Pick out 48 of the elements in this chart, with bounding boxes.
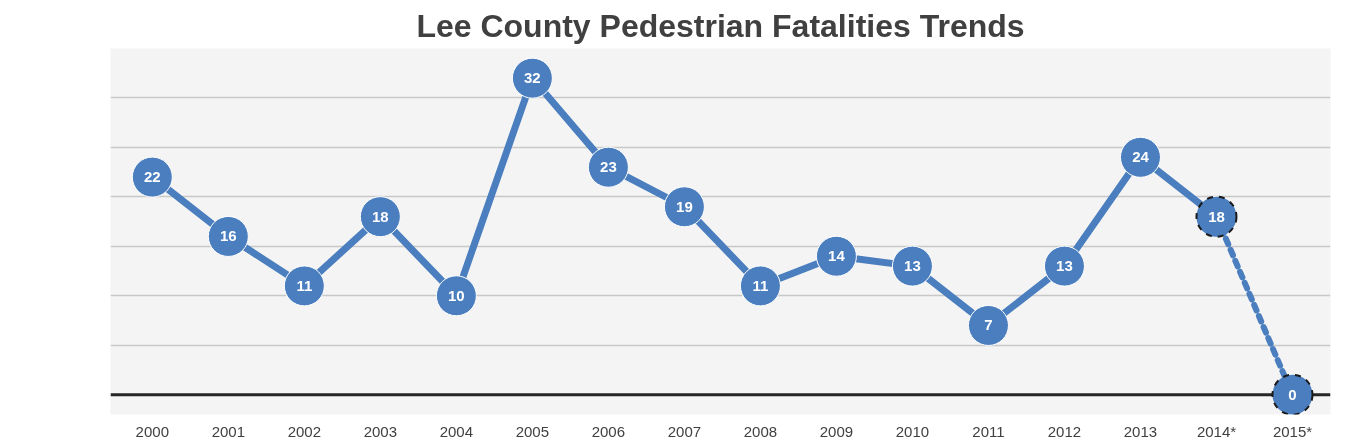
x-tick-label: 2014*: [1196, 422, 1237, 440]
x-tick-label: 2010: [895, 422, 930, 440]
point: [891, 245, 933, 287]
data-label: 14: [828, 247, 846, 265]
x-tick-label: 2000: [135, 422, 169, 440]
point: [967, 305, 1009, 346]
point: [283, 265, 325, 307]
data-label: 16: [219, 227, 237, 245]
x-tick-label: 2001: [211, 422, 246, 440]
chart-title: Lee County Pedestrian Fatalities Trends: [416, 7, 1025, 44]
x-tick-label: 2011: [972, 422, 1005, 440]
data-label: 18: [1208, 207, 1225, 225]
x-tick-label: 2006: [591, 422, 626, 440]
point: [131, 156, 173, 198]
data-label: 11: [296, 276, 313, 294]
point: [587, 146, 629, 188]
data-label: 22: [143, 168, 161, 186]
data-label: 11: [752, 276, 769, 294]
data-label: 0: [1288, 385, 1297, 403]
data-label: 23: [600, 158, 617, 176]
point: [1043, 245, 1085, 287]
point: [359, 196, 401, 238]
x-tick-label: 2002: [287, 422, 322, 440]
data-label: 13: [1056, 257, 1073, 275]
data-label: 18: [372, 207, 389, 225]
x-tick-label: 2012: [1047, 422, 1082, 440]
x-tick-label: 2008: [743, 422, 778, 440]
x-tick-label: 2005: [515, 422, 550, 440]
data-label: 19: [676, 197, 693, 215]
x-tick-label: 2015*: [1272, 422, 1313, 440]
point: [1119, 136, 1161, 178]
point: [207, 215, 249, 257]
x-tick-label: 2003: [363, 422, 398, 440]
x-tick-label: 2009: [819, 422, 854, 440]
data-label: 10: [448, 286, 465, 304]
point: [663, 186, 705, 228]
point: [815, 235, 857, 277]
data-label: 32: [524, 69, 541, 87]
data-label: 13: [904, 257, 921, 275]
point: [435, 275, 477, 317]
x-tick-label: 2007: [667, 422, 702, 440]
point: [1271, 373, 1314, 415]
data-label: 7: [984, 316, 993, 334]
x-tick-label: 2013: [1123, 422, 1158, 440]
data-label: 24: [1132, 148, 1150, 166]
x-tick-label: 2004: [439, 422, 474, 440]
point: [511, 57, 553, 99]
point: [739, 265, 781, 307]
